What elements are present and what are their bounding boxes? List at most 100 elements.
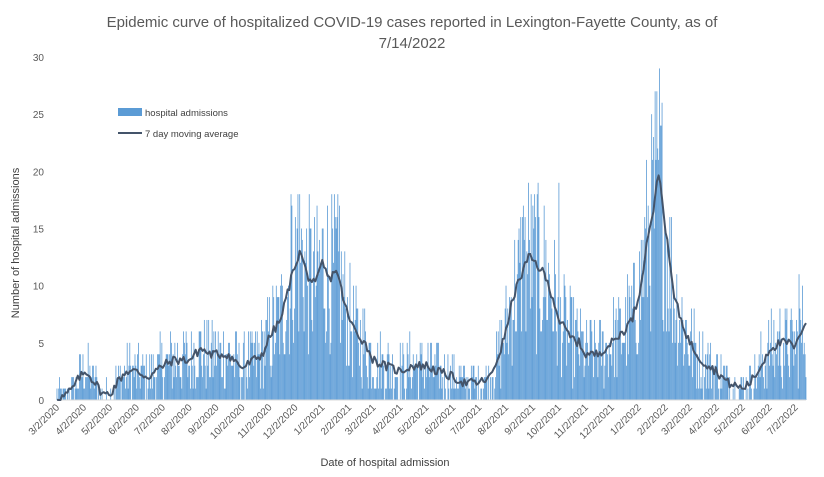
admission-bar [294,217,296,400]
admission-bar [505,285,507,400]
admission-bar [796,319,797,400]
admission-bar [779,308,781,400]
admission-bar [640,239,642,400]
admission-bar [543,205,545,400]
admission-bar [555,331,557,400]
admission-bar [796,331,798,400]
admission-bar [184,342,185,400]
admission-bar [121,377,123,400]
admission-bar [277,297,279,400]
admission-bar [666,331,667,400]
admission-bar [216,354,218,400]
admission-bar [309,228,311,400]
admission-bar [707,342,709,400]
admission-bar [457,388,459,400]
admission-bar [303,331,305,400]
admission-bar [254,342,256,400]
admission-bar [662,319,664,400]
admission-bar [671,217,672,400]
admission-bar [474,388,476,400]
admission-bar [189,365,190,400]
admission-bar [420,354,422,400]
admission-bar [366,377,368,400]
admission-bar [352,377,353,400]
admission-bar [123,377,125,400]
admission-bar [255,331,256,400]
admission-bar [58,388,60,400]
admission-bar [555,274,556,400]
admission-bar [542,297,544,400]
admission-bar [81,377,83,400]
admission-bar [655,159,657,400]
admission-bar [80,377,82,400]
admission-bar [247,388,249,400]
admission-bar [524,217,526,400]
admission-bar [323,308,325,400]
admission-bar [451,354,453,400]
admission-bar [593,377,594,400]
admission-bar [210,377,211,400]
admission-bar [239,377,241,400]
admission-bar [705,354,706,400]
admission-bar [795,354,796,400]
admission-bar [523,239,525,400]
admission-bar [275,285,277,400]
admission-bar [357,308,359,400]
admission-bar [229,342,230,400]
admission-bar [516,331,517,400]
admission-bar [691,308,692,400]
admission-bar [408,377,410,400]
admission-bar [304,251,306,400]
admission-bar [134,354,136,400]
admission-bar [346,365,347,400]
admission-bar [73,377,74,400]
admission-bar [432,377,434,400]
admission-bar [783,365,785,400]
admission-bar [763,388,765,400]
chart-title-line2: 7/14/2022 [379,35,446,52]
admission-bar [348,365,350,400]
admission-bar [83,388,85,400]
admission-bar [84,388,86,400]
admission-bar [316,205,318,400]
admission-bar [372,377,374,400]
admission-bar [222,377,223,400]
admission-bar [444,354,445,400]
admission-bar [766,388,768,400]
admission-bar [690,331,692,400]
admission-bar [661,102,663,400]
admission-bar [804,354,806,400]
admission-bar [679,319,680,400]
admission-bar [511,365,513,400]
admission-bar [623,342,625,400]
admission-bar [630,319,632,400]
admission-bar [281,285,283,400]
admission-bar [302,297,304,400]
admission-bar [377,342,379,400]
admission-bar [265,319,267,400]
admission-bar [362,308,364,400]
admission-bar [320,262,321,400]
admission-bar [299,194,301,400]
admission-bar [786,308,788,400]
admission-bar [385,388,387,400]
admission-bar [657,148,659,400]
admission-bar [644,217,646,400]
admission-bar [293,342,295,400]
admission-bar [77,388,79,400]
admission-bar [763,377,764,400]
admission-bar [627,354,629,400]
admission-bar [435,365,437,400]
admission-bar [328,308,330,400]
admission-bar [410,377,412,400]
admission-bar [378,388,379,400]
admission-bar [162,377,164,400]
admission-bar [295,262,297,400]
admission-bar [292,319,294,400]
admission-bar [583,377,585,400]
admission-bar [206,319,208,400]
admission-bar [442,377,444,400]
admission-bar [399,342,401,400]
admission-bar [325,342,327,400]
admission-bar [286,319,288,400]
